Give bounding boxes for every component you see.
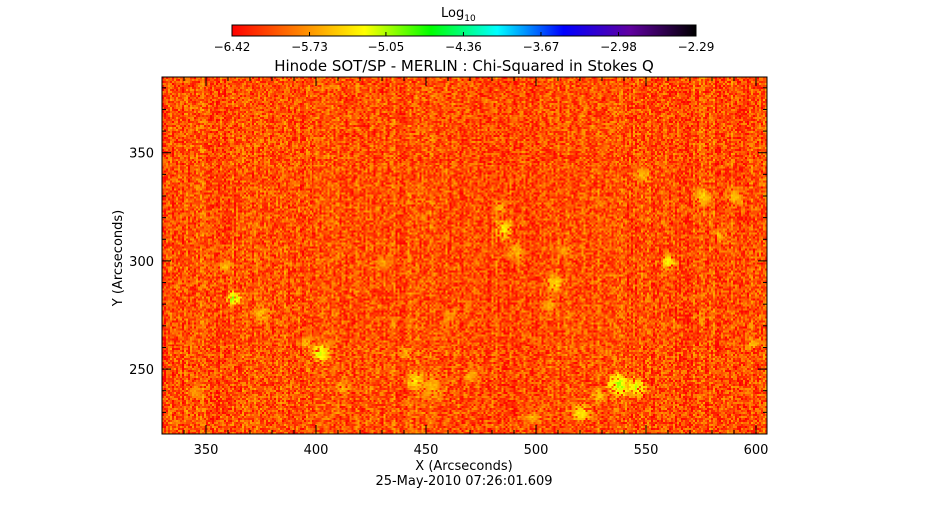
y-axis: 250 300 350 bbox=[129, 87, 767, 435]
colorbar-tick-label: −5.05 bbox=[368, 40, 405, 54]
x-tick-label: 350 bbox=[194, 443, 219, 458]
colorbar-tick-label: −5.73 bbox=[291, 40, 328, 54]
colorbar-ticks: −6.42 −5.73 −5.05 −4.36 −3.67 −2.98 −2.29 bbox=[214, 32, 715, 54]
plot-frame bbox=[161, 76, 768, 435]
colorbar-tick-label: −2.98 bbox=[600, 40, 637, 54]
x-axis-label: X (Arcseconds) bbox=[415, 459, 512, 474]
x-tick-label: 450 bbox=[414, 443, 439, 458]
x-tick-label: 600 bbox=[744, 443, 769, 458]
x-tick-label: 550 bbox=[634, 443, 659, 458]
colorbar-gradient bbox=[231, 24, 697, 37]
x-tick-label: 400 bbox=[304, 443, 329, 458]
colorbar-tick-label: −6.42 bbox=[214, 40, 251, 54]
x-tick-label: 500 bbox=[524, 443, 549, 458]
colorbar: Log10 −6.42 −5.73 −5.05 −4.36 −3.67 −2.98 −2.2… bbox=[214, 6, 715, 54]
chart-title: Hinode SOT/SP - MERLIN : Chi-Squared in … bbox=[274, 57, 654, 75]
colorbar-tick-label: −4.36 bbox=[445, 40, 482, 54]
y-tick-label: 300 bbox=[129, 255, 154, 270]
colorbar-tick-label: −2.29 bbox=[678, 40, 715, 54]
timestamp: 25-May-2010 07:26:01.609 bbox=[375, 474, 552, 489]
chi-squared-map bbox=[162, 77, 767, 434]
y-tick-label: 250 bbox=[129, 363, 154, 378]
x-axis: 350 400 450 500 550 600 bbox=[161, 77, 769, 458]
colorbar-label: Log10 bbox=[441, 6, 476, 24]
colorbar-tick-label: −3.67 bbox=[523, 40, 560, 54]
y-axis-label: Y (Arcseconds) bbox=[111, 210, 126, 307]
y-tick-label: 350 bbox=[129, 147, 154, 162]
